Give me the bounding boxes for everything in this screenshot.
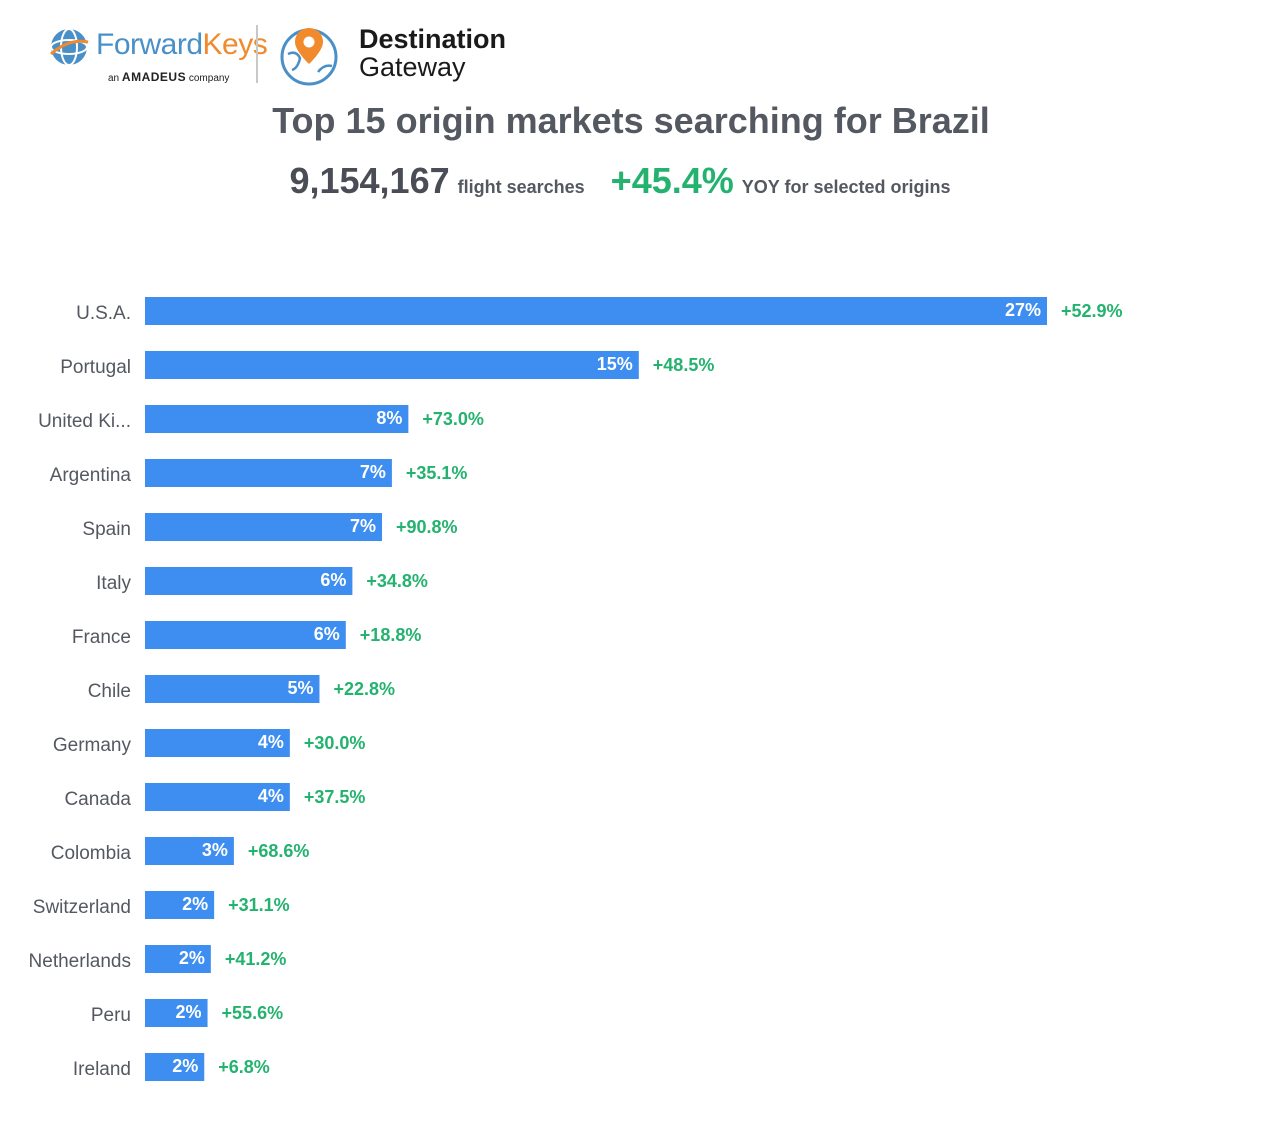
bar-row: Italy 6% +34.8% (96, 567, 428, 595)
yoy-label: +68.6% (248, 841, 310, 861)
bar (145, 459, 392, 487)
bar-row: Netherlands 2% +41.2% (29, 945, 287, 973)
yoy-label: +35.1% (406, 463, 468, 483)
brand-sub-amadeus: AMADEUS (121, 70, 187, 84)
bar (145, 405, 409, 433)
bar (145, 621, 346, 649)
category-label: Portugal (60, 357, 131, 378)
forwardkeys-logo: ForwardKeys an AMADEUS company (48, 24, 268, 88)
total-yoy: +45.4% (610, 160, 734, 201)
bar-row: Canada 4% +37.5% (64, 783, 365, 811)
bar (145, 783, 290, 811)
destination-gateway-logo: Destination Gateway (278, 22, 518, 86)
bar-value-label: 4% (258, 786, 284, 806)
bar (145, 351, 639, 379)
yoy-label: +22.8% (333, 679, 395, 699)
yoy-label: +73.0% (422, 409, 484, 429)
bar-row: Portugal 15% +48.5% (60, 351, 714, 379)
bar-value-label: 6% (320, 570, 346, 590)
summary-line: 9,154,167 flight searches +45.4% YOY for se… (0, 160, 1240, 202)
bar-value-label: 8% (376, 408, 402, 428)
bar-value-label: 3% (202, 840, 228, 860)
yoy-label: +34.8% (366, 571, 428, 591)
logo-divider (256, 25, 258, 83)
bar-value-label: 7% (350, 516, 376, 536)
bar-value-label: 2% (176, 1002, 202, 1022)
bar-value-label: 5% (287, 678, 313, 698)
bar-value-label: 2% (179, 948, 205, 968)
bar-row: U.S.A. 27% +52.9% (76, 297, 1123, 325)
brand-forward: Forward (96, 28, 203, 61)
yoy-label: +52.9% (1061, 301, 1123, 321)
category-label: Peru (91, 1005, 131, 1026)
bar-row: United Ki... 8% +73.0% (38, 405, 484, 433)
bar-row: Switzerland 2% +31.1% (33, 891, 290, 919)
yoy-label: +30.0% (304, 733, 366, 753)
category-label: United Ki... (38, 411, 131, 432)
brand-sub-suffix: company (188, 73, 230, 84)
bar-row: Colombia 3% +68.6% (51, 837, 310, 865)
yoy-label: +41.2% (225, 949, 287, 969)
yoy-label: +90.8% (396, 517, 458, 537)
yoy-label: +31.1% (228, 895, 290, 915)
chart-title: Top 15 origin markets searching for Braz… (272, 100, 990, 141)
map-pin-globe-icon (280, 28, 338, 86)
bar-row: Peru 2% +55.6% (91, 999, 283, 1027)
bar-chart: U.S.A. 27% +52.9% Portugal 15% +48.5% United K… (29, 297, 1123, 1081)
yoy-label: +37.5% (304, 787, 366, 807)
yoy-label: +55.6% (222, 1003, 284, 1023)
bar-value-label: 4% (258, 732, 284, 752)
bar (145, 891, 215, 919)
bar-row: Ireland 2% +6.8% (73, 1053, 270, 1081)
category-label: Colombia (51, 843, 132, 864)
bar (145, 945, 211, 973)
bar (145, 999, 208, 1027)
bar (145, 837, 234, 865)
product-name-line1: Destination (359, 24, 507, 54)
category-label: Switzerland (33, 897, 131, 918)
bar (145, 567, 353, 595)
bar-row: France 6% +18.8% (72, 621, 422, 649)
total-searches: 9,154,167 (289, 160, 450, 201)
category-label: Italy (96, 573, 131, 594)
total-searches-label: flight searches (457, 177, 585, 197)
yoy-label: +6.8% (218, 1057, 270, 1077)
category-label: Spain (82, 519, 131, 540)
bar-row: Chile 5% +22.8% (88, 675, 395, 703)
bar-value-label: 2% (182, 894, 208, 914)
globe-icon (50, 28, 89, 66)
category-label: U.S.A. (76, 303, 131, 324)
category-label: Chile (88, 681, 131, 702)
bar (145, 729, 290, 757)
category-label: Argentina (50, 465, 132, 486)
yoy-label: +48.5% (653, 355, 715, 375)
bar (145, 675, 320, 703)
yoy-label: +18.8% (360, 625, 422, 645)
category-label: Netherlands (29, 951, 131, 972)
bar-value-label: 2% (172, 1056, 198, 1076)
bar-row: Spain 7% +90.8% (82, 513, 458, 541)
category-label: France (72, 627, 131, 648)
total-yoy-label: YOY for selected origins (741, 177, 951, 197)
bar-row: Germany 4% +30.0% (53, 729, 366, 757)
category-label: Germany (53, 735, 132, 756)
bar (145, 297, 1047, 325)
bar-value-label: 27% (1005, 300, 1041, 320)
bar (145, 513, 383, 541)
bar-value-label: 15% (597, 354, 633, 374)
bar (145, 1053, 205, 1081)
category-label: Ireland (73, 1059, 131, 1080)
product-name-line2: Gateway (359, 52, 466, 82)
bar-row: Argentina 7% +35.1% (50, 459, 468, 487)
forwardkeys-wordmark: ForwardKeys (96, 28, 268, 62)
category-label: Canada (64, 789, 131, 810)
bar-value-label: 6% (314, 624, 340, 644)
bar-value-label: 7% (360, 462, 386, 482)
brand-subline: an AMADEUS company (108, 70, 229, 84)
brand-sub-prefix: an (108, 73, 120, 84)
